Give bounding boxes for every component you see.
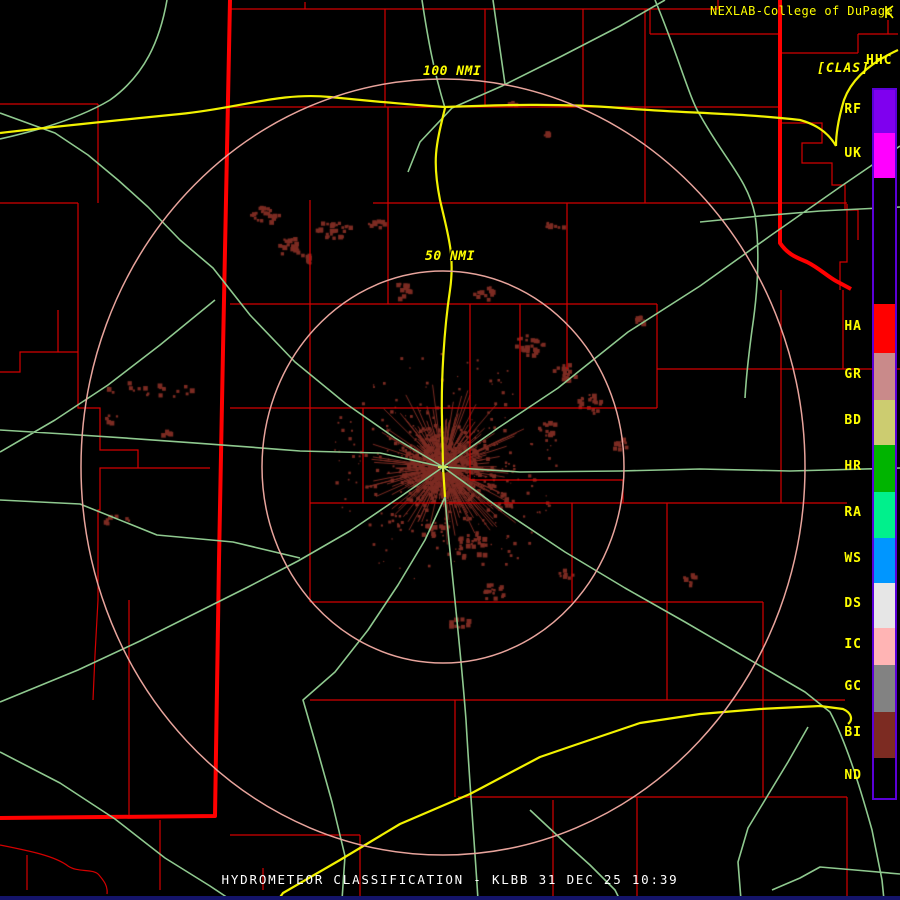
- product-tag-label: [CLAS]: [817, 61, 870, 76]
- state-border: [0, 0, 852, 820]
- range-ring: [261, 270, 625, 664]
- range-ring: [80, 78, 806, 856]
- radar-site-marker: [438, 462, 448, 472]
- bottom-strip: [0, 896, 900, 900]
- range-ring-label-100nmi: 100 NMI: [423, 64, 482, 79]
- page-title: NEXLAB-College of DuPage: [710, 4, 893, 18]
- highways: [0, 49, 899, 900]
- cod-logo-icon: [884, 4, 895, 23]
- status-bar-text: HYDROMETEOR CLASSIFICATION - KLBB 31 DEC…: [221, 872, 679, 887]
- river-line: [0, 844, 108, 895]
- range-rings: [80, 78, 806, 856]
- range-ring-label-50nmi: 50 NMI: [425, 249, 475, 264]
- product-code-label: HHC: [866, 53, 893, 68]
